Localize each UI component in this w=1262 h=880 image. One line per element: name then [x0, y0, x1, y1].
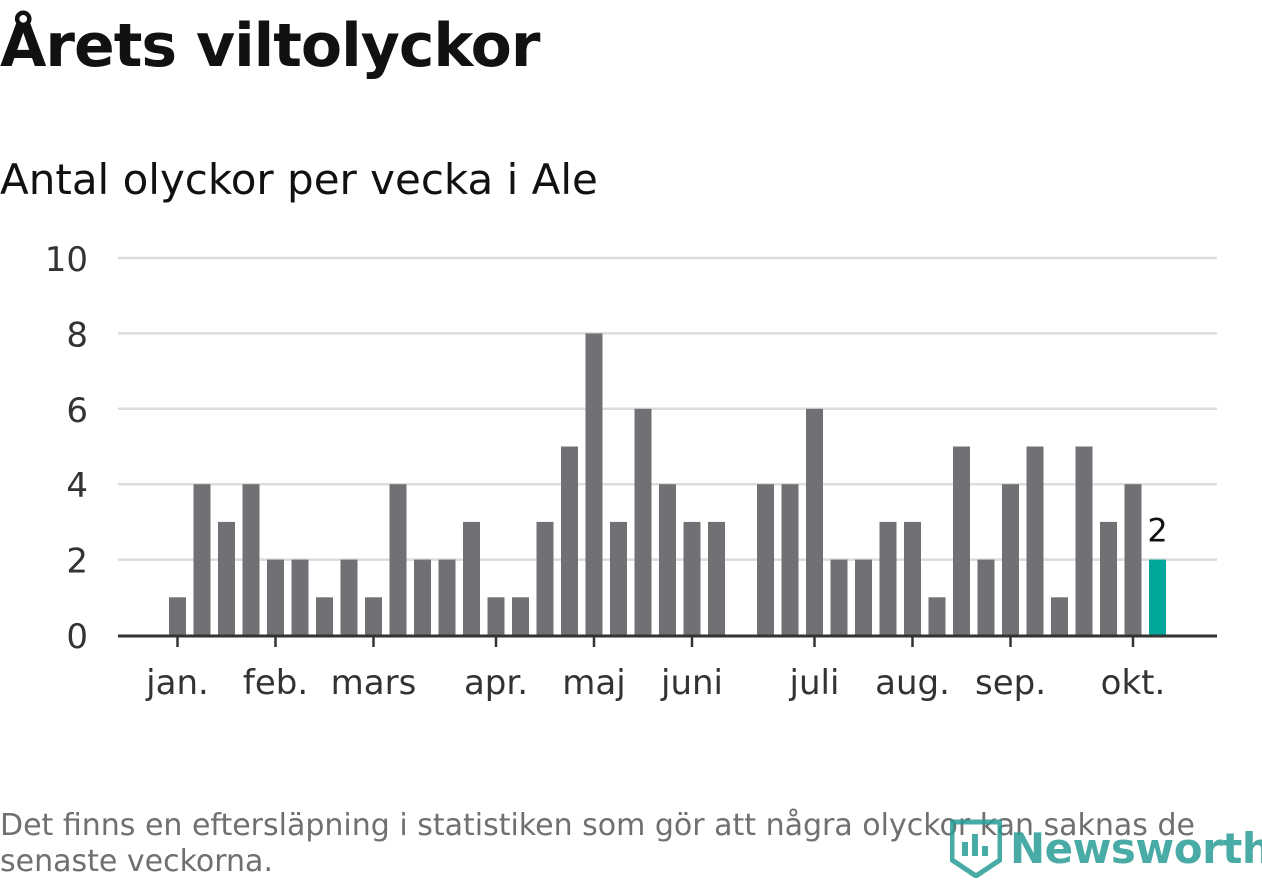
bar — [977, 559, 995, 635]
bar — [389, 484, 407, 635]
bar — [928, 597, 946, 635]
bar — [169, 597, 186, 635]
bar — [683, 521, 701, 635]
bar-highlight — [1149, 559, 1166, 635]
logo-chart-icon — [950, 819, 1002, 878]
bar — [781, 484, 799, 635]
x-tick-label: aug. — [875, 663, 950, 703]
bar — [487, 597, 505, 635]
y-tick-label: 4 — [66, 466, 88, 506]
x-tick-label: juni — [660, 663, 723, 703]
bar — [365, 597, 382, 635]
bar — [561, 446, 578, 635]
bar — [904, 521, 921, 635]
x-tick-label: maj — [562, 663, 625, 703]
bar — [585, 333, 603, 635]
x-tick-label: mars — [331, 663, 417, 703]
y-tick-label: 2 — [66, 542, 88, 582]
bar — [1051, 597, 1068, 635]
bar — [1026, 446, 1044, 635]
bar — [193, 484, 211, 635]
bar — [463, 521, 480, 635]
bar — [267, 559, 284, 635]
bar — [218, 521, 235, 635]
bar — [830, 559, 848, 635]
y-tick-label: 8 — [66, 315, 88, 355]
x-tick-label: apr. — [464, 663, 528, 703]
y-axis-ticks: 0 2 4 6 8 10 — [45, 240, 88, 657]
bar — [659, 484, 676, 635]
y-tick-label: 10 — [45, 240, 88, 280]
y-tick-label: 6 — [66, 391, 88, 431]
highlight-data-label: 2 — [1147, 512, 1167, 550]
bar — [340, 559, 358, 635]
bar — [1075, 446, 1093, 635]
bar — [634, 408, 652, 635]
bar — [291, 559, 309, 635]
bar — [879, 521, 897, 635]
bars — [169, 333, 1166, 635]
y-tick-label: 0 — [66, 617, 88, 657]
x-tick-label: okt. — [1101, 663, 1166, 703]
x-tick-label: sep. — [975, 663, 1046, 703]
bar — [1100, 521, 1117, 635]
logo-text: Newsworthy — [1010, 823, 1262, 873]
x-tick-label: feb. — [243, 663, 308, 703]
x-tick-label: jan. — [145, 663, 209, 703]
data-labels: 2 — [1147, 512, 1167, 550]
bar — [414, 559, 431, 635]
bar — [512, 597, 529, 635]
bar — [1002, 484, 1019, 635]
bar — [953, 446, 970, 635]
bar — [806, 408, 823, 635]
x-tick-label: juli — [789, 663, 840, 703]
bar — [438, 559, 456, 635]
bar — [708, 521, 725, 635]
chart-subtitle: Antal olyckor per vecka i Ale — [0, 155, 598, 204]
x-axis: jan. feb. mars apr. maj juni juli aug. sep. okt. — [118, 634, 1217, 703]
bar — [536, 521, 554, 635]
footnote: Det finns en eftersläpning i statistiken… — [0, 808, 1195, 879]
chart-title: Årets viltolyckor — [0, 11, 540, 81]
bar-chart: 0 2 4 6 8 10 jan. feb. mars apr. maj juni juli aug. s… — [45, 240, 1217, 703]
bar — [316, 597, 333, 635]
bar — [1124, 484, 1142, 635]
newsworthy-logo: Newsworthy — [950, 818, 1262, 878]
bar — [242, 484, 260, 635]
bar — [855, 559, 872, 635]
bar — [610, 521, 627, 635]
bar — [757, 484, 774, 635]
